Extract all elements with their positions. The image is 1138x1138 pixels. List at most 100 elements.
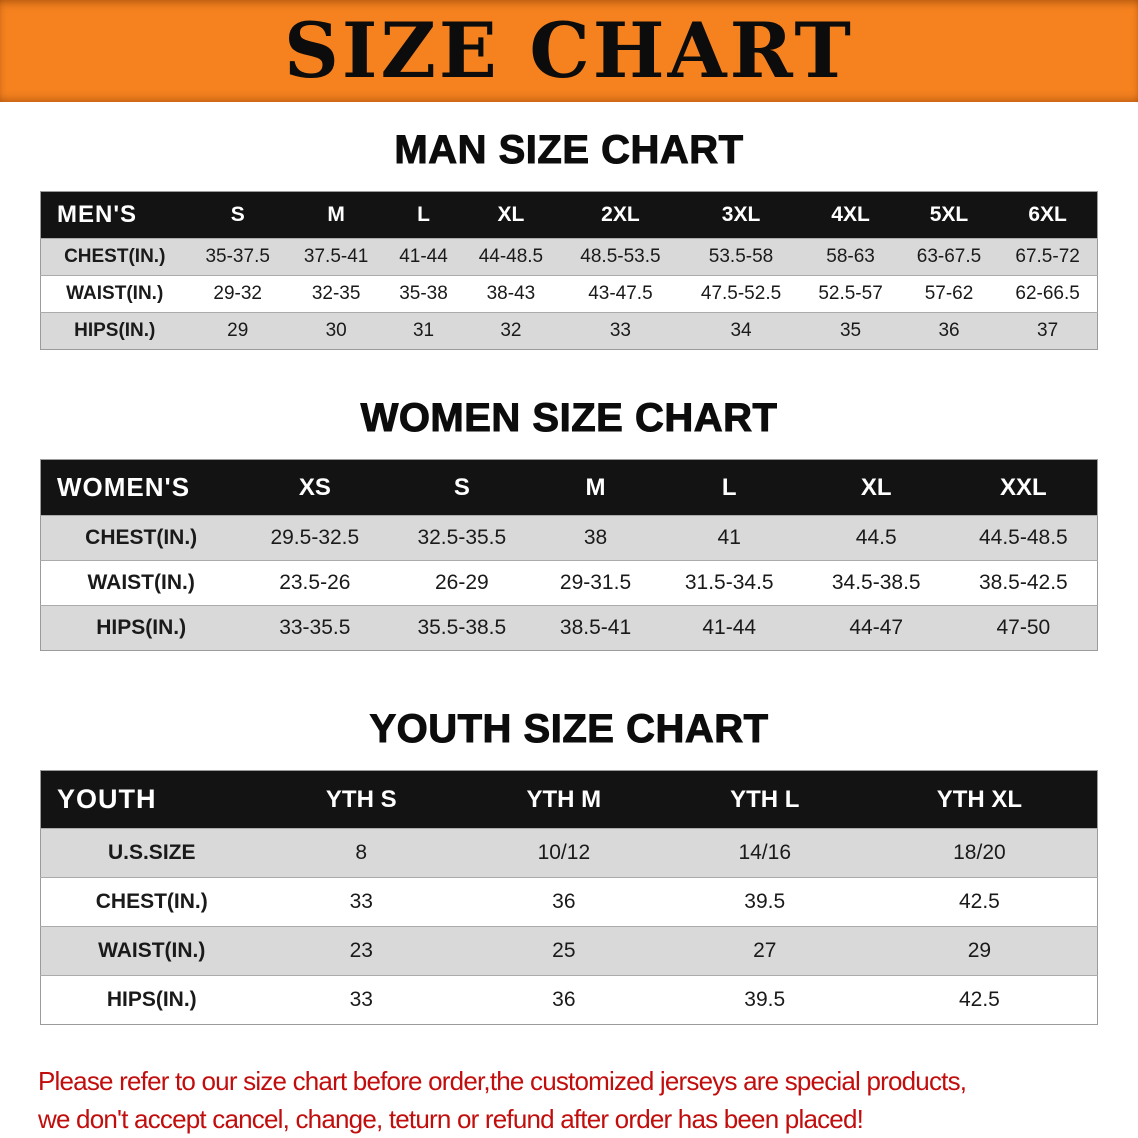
women-size-table: WOMEN'S XS S M L XL XXL CHEST(IN.) 29.5-32.5 32.… bbox=[40, 459, 1098, 651]
size-column-header: S bbox=[388, 459, 536, 516]
section-youth: YOUTH SIZE CHART YOUTH YTH S YTH M YTH L YTH… bbox=[0, 707, 1138, 1025]
size-value-cell: 41-44 bbox=[702, 616, 757, 639]
row-label: CHEST(IN.) bbox=[64, 246, 166, 267]
size-column-header: M bbox=[535, 459, 656, 516]
row-label: WAIST(IN.) bbox=[98, 939, 206, 962]
row-label: CHEST(IN.) bbox=[85, 526, 198, 549]
size-column-header: S bbox=[188, 191, 287, 239]
size-value-cell: 67.5-72 bbox=[1015, 246, 1080, 267]
table-row: U.S.SIZE 8 10/12 14/16 18/20 bbox=[40, 828, 1098, 878]
table-header-row: MEN'S S M L XL 2XL 3XL 4XL 5XL 6XL bbox=[40, 191, 1098, 239]
size-value-cell: 33 bbox=[609, 320, 631, 341]
size-value-cell: 29 bbox=[227, 320, 249, 341]
size-value-cell: 41-44 bbox=[399, 246, 448, 267]
size-value-cell: 23 bbox=[349, 939, 373, 962]
size-column-header: XL bbox=[802, 459, 950, 516]
size-value-cell: 48.5-53.5 bbox=[580, 246, 661, 267]
size-value-cell: 32.5-35.5 bbox=[417, 526, 507, 549]
size-value-cell: 23.5-26 bbox=[279, 571, 351, 594]
size-value-cell: 33 bbox=[349, 890, 373, 913]
youth-section-heading: YOUTH SIZE CHART bbox=[369, 707, 769, 752]
size-value-cell: 8 bbox=[355, 841, 368, 864]
women-section-heading: WOMEN SIZE CHART bbox=[360, 396, 778, 441]
size-value-cell: 39.5 bbox=[744, 890, 786, 913]
table-row: HIPS(IN.) 33-35.5 35.5-38.5 38.5-41 41-44 44-… bbox=[40, 605, 1098, 651]
table-title-cell: YOUTH bbox=[40, 770, 263, 829]
row-label: WAIST(IN.) bbox=[87, 571, 195, 594]
size-value-cell: 53.5-58 bbox=[708, 246, 774, 267]
size-value-cell: 39.5 bbox=[744, 988, 786, 1011]
table-row: WAIST(IN.) 23 25 27 29 bbox=[40, 926, 1098, 976]
size-value-cell: 44-48.5 bbox=[478, 246, 544, 267]
size-value-cell: 18/20 bbox=[953, 841, 1006, 864]
size-value-cell: 29.5-32.5 bbox=[270, 526, 360, 549]
size-value-cell: 33 bbox=[349, 988, 373, 1011]
size-value-cell: 27 bbox=[753, 939, 777, 962]
row-label: HIPS(IN.) bbox=[74, 320, 156, 341]
size-value-cell: 10/12 bbox=[537, 841, 591, 864]
size-value-cell: 37.5-41 bbox=[303, 246, 369, 267]
size-value-cell: 43-47.5 bbox=[588, 283, 653, 304]
size-column-header: 6XL bbox=[998, 191, 1098, 239]
size-value-cell: 47-50 bbox=[996, 616, 1051, 639]
table-row: CHEST(IN.) 35-37.5 37.5-41 41-44 44-48.5 48.5… bbox=[40, 238, 1098, 276]
size-column-header: XL bbox=[461, 191, 561, 239]
table-header-row: YOUTH YTH S YTH M YTH L YTH XL bbox=[40, 770, 1098, 829]
size-value-cell: 38.5-41 bbox=[559, 616, 632, 639]
size-chart-banner: SIZE CHART bbox=[0, 0, 1138, 102]
size-value-cell: 38-43 bbox=[486, 283, 536, 304]
section-women: WOMEN SIZE CHART WOMEN'S XS S M L XL XXL CHEST… bbox=[0, 396, 1138, 651]
size-value-cell: 33-35.5 bbox=[279, 616, 351, 639]
section-men: MAN SIZE CHART MEN'S S M L XL 2XL 3XL 4XL 5XL 6XL… bbox=[0, 128, 1138, 350]
size-column-header: 2XL bbox=[560, 191, 681, 239]
size-value-cell: 36 bbox=[552, 890, 576, 913]
size-value-cell: 36 bbox=[938, 320, 960, 341]
size-value-cell: 37 bbox=[1037, 320, 1059, 341]
size-column-header: 4XL bbox=[801, 191, 900, 239]
size-column-header: YTH S bbox=[262, 770, 461, 829]
size-value-cell: 14/16 bbox=[738, 841, 792, 864]
size-value-cell: 36 bbox=[552, 988, 576, 1011]
men-size-table: MEN'S S M L XL 2XL 3XL 4XL 5XL 6XL CHEST(IN.) 35-3… bbox=[40, 191, 1098, 350]
size-value-cell: 30 bbox=[325, 320, 347, 341]
men-section-heading: MAN SIZE CHART bbox=[394, 128, 744, 173]
size-value-cell: 52.5-57 bbox=[818, 283, 883, 304]
size-column-header: YTH XL bbox=[861, 770, 1098, 829]
size-value-cell: 32-35 bbox=[311, 283, 361, 304]
table-row: WAIST(IN.) 23.5-26 26-29 29-31.5 31.5-34.5 34… bbox=[40, 560, 1098, 606]
row-label: WAIST(IN.) bbox=[66, 283, 164, 304]
table-row: CHEST(IN.) 29.5-32.5 32.5-35.5 38 41 44.5 44.5… bbox=[40, 515, 1098, 561]
table-row: HIPS(IN.) 33 36 39.5 42.5 bbox=[40, 975, 1098, 1025]
size-column-header: YTH M bbox=[460, 770, 668, 829]
notice-line-2: we don't accept cancel, change, teturn o… bbox=[38, 1103, 864, 1134]
size-value-cell: 35 bbox=[839, 320, 862, 341]
row-label: HIPS(IN.) bbox=[96, 616, 187, 639]
size-value-cell: 35-37.5 bbox=[205, 246, 270, 267]
size-column-header: L bbox=[655, 459, 803, 516]
size-value-cell: 25 bbox=[552, 939, 576, 962]
size-value-cell: 42.5 bbox=[958, 890, 1000, 913]
size-value-cell: 62-66.5 bbox=[1015, 283, 1080, 304]
size-column-header: M bbox=[286, 191, 386, 239]
size-value-cell: 26-29 bbox=[434, 571, 489, 594]
size-value-cell: 35.5-38.5 bbox=[417, 616, 507, 639]
table-title-cell: MEN'S bbox=[40, 191, 189, 239]
size-value-cell: 31 bbox=[412, 320, 435, 341]
size-value-cell: 58-63 bbox=[826, 246, 875, 267]
size-value-cell: 44.5 bbox=[855, 526, 897, 549]
order-notice: Please refer to our size chart before or… bbox=[38, 1063, 1138, 1138]
size-value-cell: 34.5-38.5 bbox=[831, 571, 921, 594]
table-row: CHEST(IN.) 33 36 39.5 42.5 bbox=[40, 877, 1098, 927]
size-value-cell: 38 bbox=[583, 526, 608, 549]
table-row: HIPS(IN.) 29 30 31 32 33 34 35 36 37 bbox=[40, 312, 1098, 350]
notice-line-1: Please refer to our size chart before or… bbox=[38, 1066, 967, 1096]
size-value-cell: 41 bbox=[717, 526, 741, 549]
size-value-cell: 31.5-34.5 bbox=[684, 571, 774, 594]
size-value-cell: 42.5 bbox=[958, 988, 1000, 1011]
page-title: SIZE CHART bbox=[284, 6, 854, 95]
row-label: HIPS(IN.) bbox=[106, 988, 197, 1011]
size-value-cell: 63-67.5 bbox=[916, 246, 982, 267]
row-label: CHEST(IN.) bbox=[95, 890, 208, 913]
size-value-cell: 38.5-42.5 bbox=[978, 571, 1068, 594]
size-value-cell: 47.5-52.5 bbox=[700, 283, 782, 304]
